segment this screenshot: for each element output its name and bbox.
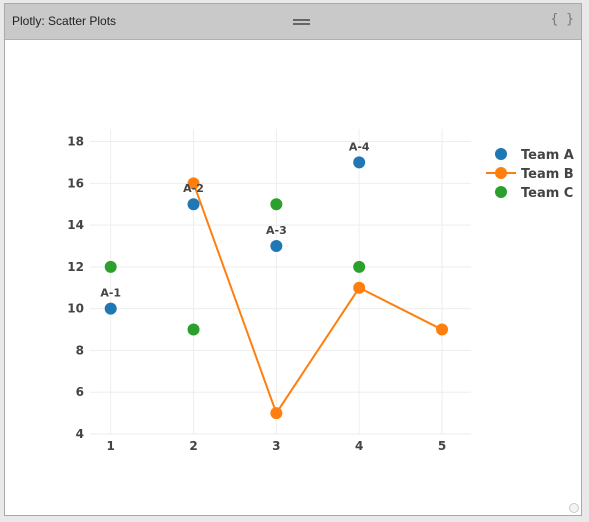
x-tick-label: 1 — [107, 439, 115, 453]
x-tick-label: 3 — [272, 439, 280, 453]
plot-window: Plotly: Scatter Plots { } 4 6 8 10 12 14 16 18 1… — [4, 3, 582, 516]
legend-label: Team B — [521, 167, 574, 182]
y-tick-label: 14 — [67, 218, 84, 232]
data-label: A-2 — [183, 182, 204, 195]
series-line-team-b — [192, 182, 443, 416]
data-label: A-4 — [349, 140, 370, 153]
data-point — [436, 323, 449, 336]
y-tick-label: 18 — [67, 135, 84, 149]
legend-marker — [495, 167, 507, 179]
data-point — [187, 323, 200, 336]
data-point — [353, 260, 366, 273]
y-tick-label: 12 — [67, 260, 84, 274]
y-tick-label: 6 — [76, 385, 84, 399]
data-label: A-3 — [266, 224, 287, 237]
data-label: A-1 — [100, 287, 121, 300]
data-point — [104, 260, 117, 273]
legend-label: Team A — [521, 148, 574, 163]
x-tick-label: 2 — [189, 439, 197, 453]
legend-label: Team C — [521, 186, 573, 201]
resize-handle-icon[interactable] — [569, 503, 579, 513]
window-titlebar: Plotly: Scatter Plots { } — [5, 4, 581, 40]
data-point — [353, 281, 366, 294]
data-point — [270, 407, 283, 420]
x-tick-label: 5 — [438, 439, 446, 453]
data-point — [270, 239, 283, 252]
data-point — [270, 198, 283, 211]
y-tick-label: 8 — [76, 343, 84, 357]
y-tick-label: 10 — [67, 302, 84, 316]
data-point — [353, 156, 366, 169]
data-point — [187, 177, 200, 190]
data-point — [187, 198, 200, 211]
drag-handle-icon[interactable] — [293, 19, 310, 25]
legend-marker — [495, 148, 507, 160]
legend-marker — [495, 186, 507, 198]
window-title: Plotly: Scatter Plots — [12, 14, 117, 28]
view-code-button[interactable]: { } — [550, 12, 574, 27]
y-tick-label: 4 — [76, 427, 84, 441]
data-point — [104, 302, 117, 315]
y-tick-label: 16 — [67, 176, 84, 190]
x-tick-label: 4 — [355, 439, 363, 453]
